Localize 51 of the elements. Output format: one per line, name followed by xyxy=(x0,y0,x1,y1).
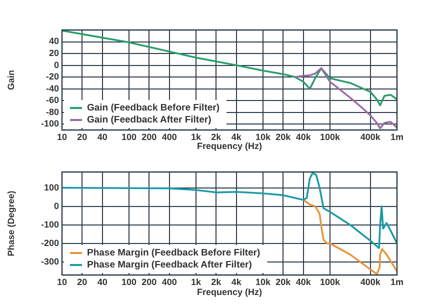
y-tick-label: -20 xyxy=(46,72,59,82)
x-tick-label: 100k xyxy=(320,132,341,142)
x-axis-title: Frequency (Hz) xyxy=(196,141,262,152)
x-tick-label: 40k xyxy=(296,276,312,287)
x-axis-title: Frequency (Hz) xyxy=(196,287,262,298)
x-tick-label: 400 xyxy=(162,276,177,287)
y-tick-label: -60 xyxy=(46,95,59,106)
x-tick-label: 20 xyxy=(77,132,88,142)
x-tick-label: 400 xyxy=(162,132,177,142)
x-tick-label: 40 xyxy=(97,132,108,142)
y-tick-label: 40 xyxy=(48,36,59,46)
legend-label: Phase Margin (Feedback After Filter) xyxy=(87,260,252,271)
x-tick-label: 20k xyxy=(276,132,292,142)
x-tick-label: 1m xyxy=(390,132,404,142)
y-tick-label: 20 xyxy=(48,48,59,58)
x-tick-label: 10 xyxy=(56,132,68,142)
x-tick-label: 200 xyxy=(142,132,157,142)
y-tick-label: -100 xyxy=(40,219,59,230)
x-tick-label: 4k xyxy=(231,132,242,142)
legend-label: Phase Margin (Feedback Before Filter) xyxy=(87,248,260,259)
x-tick-label: 1k xyxy=(190,276,202,287)
legend-label: Gain (Feedback Before Filter) xyxy=(87,102,220,114)
y-tick-label: 0 xyxy=(54,60,59,70)
x-tick-label: 10k xyxy=(255,132,272,142)
y-tick-label: -300 xyxy=(40,256,59,266)
x-tick-label: 10k xyxy=(255,276,272,287)
x-tick-label: 1m xyxy=(390,276,404,287)
x-tick-label: 40k xyxy=(296,132,312,142)
y-tick-label: 0 xyxy=(54,200,59,211)
x-tick-label: 100k xyxy=(320,276,341,287)
x-tick-label: 1k xyxy=(190,132,202,142)
y-tick-label: -40 xyxy=(46,83,59,94)
x-tick-label: 20k xyxy=(276,276,292,287)
x-tick-label: 100 xyxy=(121,276,137,287)
x-tick-label: 400k xyxy=(360,276,382,287)
x-tick-label: 10 xyxy=(56,276,68,287)
x-tick-label: 2k xyxy=(211,132,222,142)
x-tick-label: 400k xyxy=(360,132,382,142)
legend-label: Gain (Feedback After Filter) xyxy=(87,114,212,126)
x-tick-label: 4k xyxy=(231,276,242,287)
y-axis-title: Gain xyxy=(6,70,16,90)
y-axis-title: Phase (Degree) xyxy=(6,190,16,256)
y-tick-label: -80 xyxy=(46,106,59,117)
x-tick-label: 200 xyxy=(142,276,157,287)
y-tick-label: 100 xyxy=(44,182,59,192)
y-tick-label: -100 xyxy=(40,118,59,129)
x-tick-label: 40 xyxy=(97,276,108,287)
y-tick-label: -200 xyxy=(40,238,59,248)
x-tick-label: 20 xyxy=(77,276,88,287)
x-tick-label: 100 xyxy=(121,132,137,142)
x-tick-label: 2k xyxy=(211,276,222,287)
